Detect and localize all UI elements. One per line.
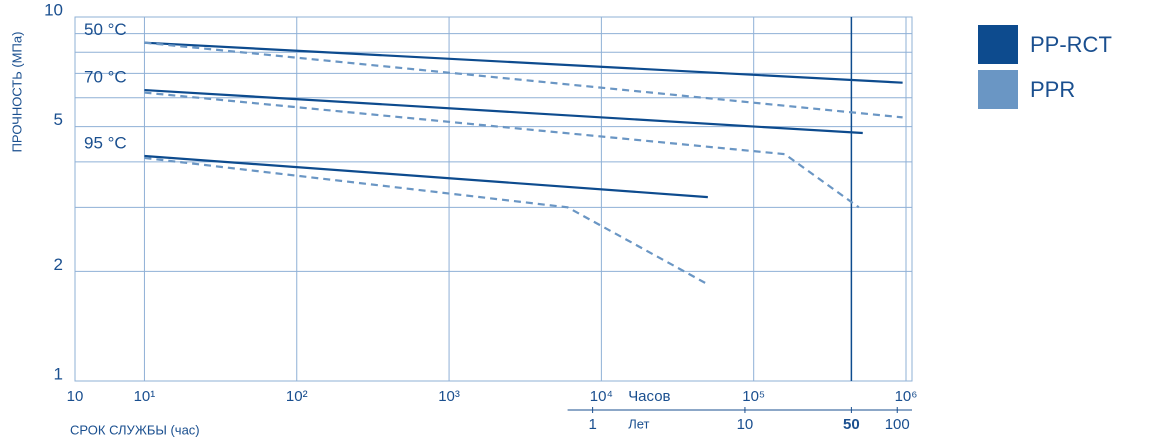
curve-label: 95 °C bbox=[84, 134, 127, 153]
x-units-label: Часов bbox=[628, 388, 670, 405]
y-tick-label: 2 bbox=[54, 255, 63, 274]
x2-tick-label: 100 bbox=[885, 416, 910, 433]
curve-label: 70 °C bbox=[84, 68, 127, 87]
x2-label: Лет bbox=[628, 416, 649, 431]
x-tick-label: 10¹ bbox=[134, 388, 156, 405]
y-tick-label: 5 bbox=[54, 110, 63, 129]
x-axis-label: СРОК СЛУЖБЫ (час) bbox=[70, 422, 200, 437]
plot-border bbox=[74, 16, 913, 382]
x-tick-label: 10 bbox=[67, 388, 84, 405]
x-tick-label: 10⁴ bbox=[590, 388, 613, 405]
series-line bbox=[144, 156, 706, 284]
x-tick-label: 10³ bbox=[438, 388, 460, 405]
series-line bbox=[144, 154, 708, 199]
curve-label: 50 °C bbox=[84, 20, 127, 39]
x2-tick-label: 1 bbox=[588, 416, 596, 433]
series-line bbox=[144, 88, 863, 135]
series-line bbox=[144, 91, 860, 209]
legend-label: PP-RCT bbox=[1030, 32, 1112, 57]
legend-swatch bbox=[978, 70, 1018, 109]
legend-swatch bbox=[978, 25, 1018, 64]
x-tick-label: 10² bbox=[286, 388, 308, 405]
legend-label: PPR bbox=[1030, 77, 1075, 102]
x-tick-label: 10⁶ bbox=[895, 388, 918, 405]
x2-tick-label: 50 bbox=[843, 416, 860, 433]
x-tick-label: 10⁵ bbox=[742, 388, 765, 405]
series-line bbox=[144, 41, 903, 84]
y-axis-label: ПРОЧНОСТЬ (МПа) bbox=[9, 32, 24, 153]
x2-tick-label: 10 bbox=[737, 416, 754, 433]
y-tick-label: 1 bbox=[54, 364, 63, 383]
series-line bbox=[144, 41, 903, 119]
y-tick-label: 10 bbox=[44, 0, 63, 19]
